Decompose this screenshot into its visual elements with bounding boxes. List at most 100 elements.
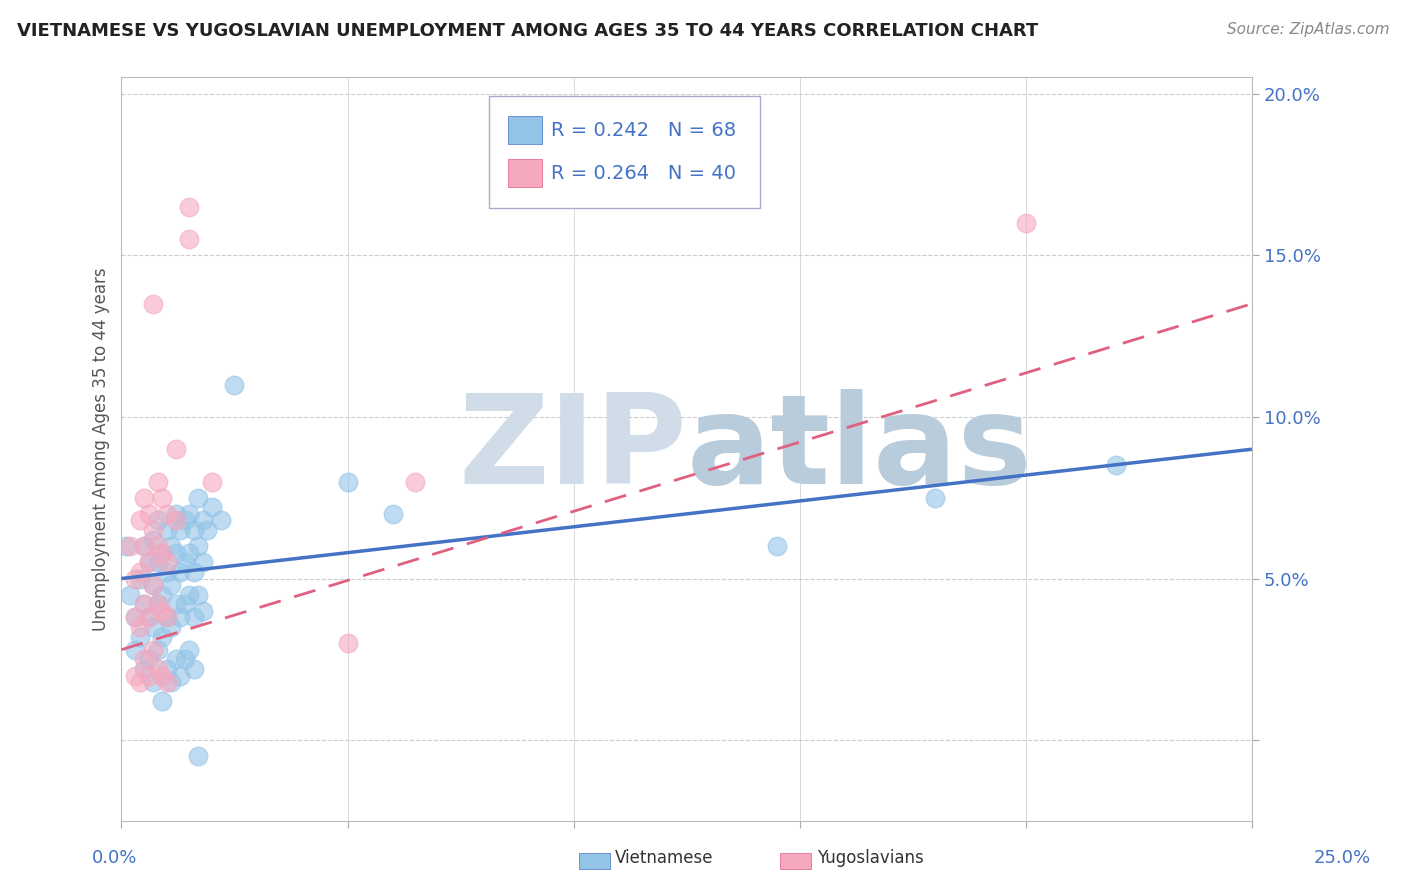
Point <box>169 523 191 537</box>
Point <box>150 546 173 560</box>
Point <box>138 610 160 624</box>
Point <box>183 610 205 624</box>
Point <box>142 533 165 547</box>
Point <box>187 749 209 764</box>
Point <box>156 555 179 569</box>
Point <box>132 652 155 666</box>
Point <box>150 694 173 708</box>
Point <box>156 610 179 624</box>
Point <box>165 507 187 521</box>
Point <box>132 598 155 612</box>
Point <box>160 620 183 634</box>
Point <box>138 652 160 666</box>
Text: ZIP: ZIP <box>458 389 686 509</box>
Point <box>146 475 169 489</box>
Point <box>128 572 150 586</box>
Point <box>165 598 187 612</box>
Point <box>201 475 224 489</box>
Point <box>142 523 165 537</box>
Point <box>209 513 232 527</box>
Point <box>224 377 246 392</box>
Point <box>165 513 187 527</box>
Point <box>132 662 155 676</box>
Point <box>146 513 169 527</box>
Point <box>138 668 160 682</box>
Point <box>142 642 165 657</box>
Point <box>1015 216 1038 230</box>
Point <box>132 539 155 553</box>
Point <box>336 475 359 489</box>
Point <box>924 491 946 505</box>
Point <box>138 555 160 569</box>
Point <box>183 565 205 579</box>
Point <box>138 555 160 569</box>
Point <box>124 610 146 624</box>
Point <box>183 662 205 676</box>
Point <box>142 578 165 592</box>
Point <box>132 598 155 612</box>
Point <box>169 668 191 682</box>
Point <box>120 588 142 602</box>
Text: Yugoslavians: Yugoslavians <box>817 849 924 867</box>
Point <box>156 675 179 690</box>
Point <box>128 513 150 527</box>
Point <box>124 572 146 586</box>
Point <box>138 610 160 624</box>
Bar <box>508 160 541 187</box>
Point <box>124 610 146 624</box>
Point <box>187 539 209 553</box>
Point <box>142 578 165 592</box>
FancyBboxPatch shape <box>489 96 761 208</box>
Point <box>124 642 146 657</box>
Point <box>124 668 146 682</box>
Point <box>150 588 173 602</box>
Point <box>195 523 218 537</box>
Point <box>150 668 173 682</box>
Point <box>173 513 195 527</box>
Point <box>1105 458 1128 473</box>
Point <box>146 598 169 612</box>
Point <box>179 200 201 214</box>
Text: R = 0.264   N = 40: R = 0.264 N = 40 <box>551 164 735 183</box>
Point <box>187 491 209 505</box>
Point <box>173 652 195 666</box>
Point <box>150 604 173 618</box>
Point <box>150 546 173 560</box>
Text: Source: ZipAtlas.com: Source: ZipAtlas.com <box>1226 22 1389 37</box>
Text: Vietnamese: Vietnamese <box>614 849 713 867</box>
Point <box>187 588 209 602</box>
Point <box>156 662 179 676</box>
Point <box>115 539 138 553</box>
Point <box>179 546 201 560</box>
Point <box>766 539 789 553</box>
Text: atlas: atlas <box>686 389 1032 509</box>
Text: VIETNAMESE VS YUGOSLAVIAN UNEMPLOYMENT AMONG AGES 35 TO 44 YEARS CORRELATION CHA: VIETNAMESE VS YUGOSLAVIAN UNEMPLOYMENT A… <box>17 22 1038 40</box>
Point <box>404 475 426 489</box>
Bar <box>508 116 541 145</box>
Y-axis label: Unemployment Among Ages 35 to 44 years: Unemployment Among Ages 35 to 44 years <box>93 268 110 631</box>
Point <box>156 565 179 579</box>
Point <box>201 500 224 515</box>
Point <box>150 491 173 505</box>
Text: 25.0%: 25.0% <box>1313 849 1371 867</box>
Point <box>156 523 179 537</box>
Point <box>150 630 173 644</box>
Point <box>142 675 165 690</box>
Point <box>146 539 169 553</box>
Text: 0.0%: 0.0% <box>91 849 136 867</box>
Point <box>381 507 404 521</box>
Point <box>128 630 150 644</box>
Point <box>146 642 169 657</box>
Point <box>120 539 142 553</box>
Point <box>138 507 160 521</box>
Point <box>156 610 179 624</box>
Point <box>179 588 201 602</box>
Point <box>191 604 214 618</box>
Point <box>128 620 150 634</box>
Point <box>160 539 183 553</box>
Point <box>128 675 150 690</box>
Point <box>179 507 201 521</box>
Point <box>160 675 183 690</box>
Text: R = 0.242   N = 68: R = 0.242 N = 68 <box>551 120 737 140</box>
Point <box>191 555 214 569</box>
